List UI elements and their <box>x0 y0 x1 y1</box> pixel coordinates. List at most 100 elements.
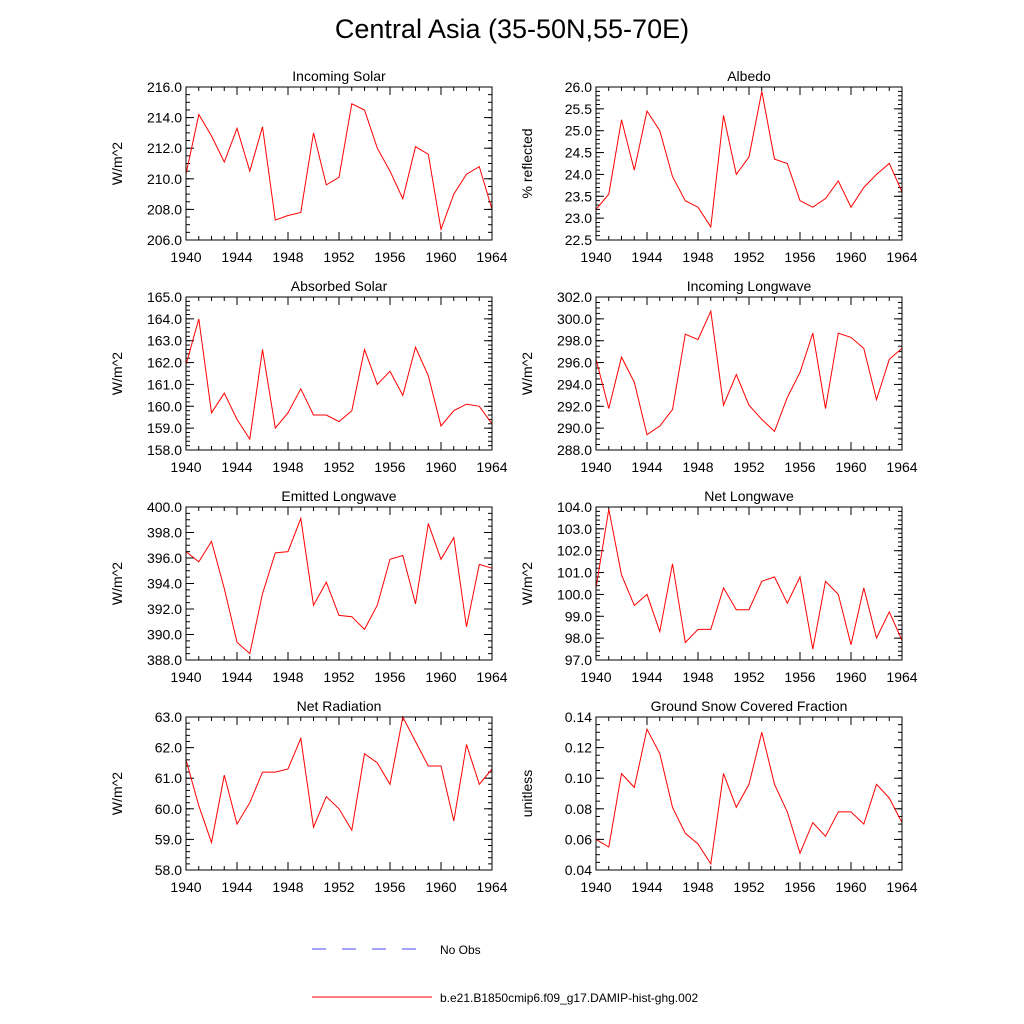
x-tick-label: 1964 <box>886 879 917 895</box>
plot-frame <box>595 296 903 451</box>
legend: No Obs b.e21.B1850cmip6.f09_g17.DAMIP-hi… <box>312 943 698 1005</box>
x-tick-label: 1956 <box>374 879 405 895</box>
y-axis-label: W/m^2 <box>109 142 125 185</box>
x-tick-label: 1956 <box>784 249 815 265</box>
y-tick-label: 0.12 <box>565 740 592 756</box>
panel-title: Incoming Longwave <box>687 278 812 294</box>
y-tick-label: 210.0 <box>147 171 182 187</box>
x-tick-label: 1952 <box>323 459 354 475</box>
y-tick-label: 26.0 <box>565 79 592 95</box>
y-tick-label: 390.0 <box>147 627 182 643</box>
panel-title: Emitted Longwave <box>281 488 396 504</box>
x-tick-label: 1940 <box>580 249 611 265</box>
y-tick-label: 104.0 <box>557 499 592 515</box>
panel-title: Net Radiation <box>297 698 382 714</box>
x-tick-label: 1948 <box>682 879 713 895</box>
x-tick-label: 1944 <box>221 249 252 265</box>
series-line <box>595 727 903 866</box>
y-tick-label: 101.0 <box>557 565 592 581</box>
plot-frame <box>595 716 903 871</box>
y-tick-label: 24.0 <box>565 166 592 182</box>
y-tick-label: 58.0 <box>155 862 182 878</box>
y-tick-label: 25.5 <box>565 101 592 117</box>
x-tick-label: 1952 <box>733 249 764 265</box>
x-tick-label: 1944 <box>631 459 662 475</box>
y-tick-label: 296.0 <box>557 355 592 371</box>
y-tick-label: 206.0 <box>147 232 182 248</box>
x-tick-label: 1952 <box>733 669 764 685</box>
y-axis-label: W/m^2 <box>109 772 125 815</box>
y-tick-label: 0.04 <box>565 862 592 878</box>
legend-model-label: b.e21.B1850cmip6.f09_g17.DAMIP-hist-ghg.… <box>440 991 698 1005</box>
y-axis-label: W/m^2 <box>519 562 535 605</box>
y-tick-label: 25.0 <box>565 123 592 139</box>
x-tick-label: 1940 <box>580 459 611 475</box>
legend-obs-label: No Obs <box>440 943 481 957</box>
plot-frame <box>185 296 493 451</box>
x-tick-label: 1944 <box>631 879 662 895</box>
chart-panel: Ground Snow Covered Fraction unitless 0.04… <box>519 698 918 895</box>
y-tick-label: 165.0 <box>147 289 182 305</box>
y-axis-label: W/m^2 <box>519 352 535 395</box>
x-tick-label: 1956 <box>374 669 405 685</box>
y-tick-label: 59.0 <box>155 831 182 847</box>
x-tick-label: 1940 <box>170 249 201 265</box>
x-tick-label: 1944 <box>221 669 252 685</box>
x-tick-label: 1960 <box>835 459 866 475</box>
y-tick-label: 159.0 <box>147 420 182 436</box>
x-tick-label: 1944 <box>221 459 252 475</box>
x-tick-label: 1944 <box>631 669 662 685</box>
y-tick-label: 0.08 <box>565 801 592 817</box>
plot-frame <box>185 716 493 871</box>
y-tick-label: 396.0 <box>147 550 182 566</box>
x-tick-label: 1956 <box>374 249 405 265</box>
x-tick-label: 1956 <box>784 879 815 895</box>
panel-title: Absorbed Solar <box>291 278 388 294</box>
chart-panel: Net Radiation W/m^2 58.0 59.0 60.0 61.0 62.0 63… <box>109 698 508 895</box>
y-tick-label: 400.0 <box>147 499 182 515</box>
x-tick-label: 1948 <box>682 669 713 685</box>
x-tick-label: 1952 <box>323 669 354 685</box>
x-tick-label: 1948 <box>682 459 713 475</box>
y-tick-label: 292.0 <box>557 398 592 414</box>
y-tick-label: 288.0 <box>557 442 592 458</box>
y-tick-label: 63.0 <box>155 709 182 725</box>
series-line <box>185 318 493 441</box>
x-tick-label: 1960 <box>425 459 456 475</box>
x-tick-label: 1952 <box>733 879 764 895</box>
x-tick-label: 1940 <box>580 879 611 895</box>
y-tick-label: 216.0 <box>147 79 182 95</box>
panel-title: Albedo <box>727 68 771 84</box>
x-tick-label: 1964 <box>476 459 507 475</box>
chart-panel: Albedo % reflected 22.5 23.0 23.5 24.0 24.5 25.… <box>519 68 918 265</box>
y-tick-label: 162.0 <box>147 355 182 371</box>
x-tick-label: 1964 <box>886 459 917 475</box>
x-tick-label: 1940 <box>170 459 201 475</box>
series-line <box>185 103 493 232</box>
y-tick-label: 388.0 <box>147 652 182 668</box>
chart-panel: Net Longwave W/m^2 97.0 98.0 99.0 100.0 101.0 1… <box>519 488 918 685</box>
x-tick-label: 1944 <box>631 249 662 265</box>
y-tick-label: 98.0 <box>565 630 592 646</box>
panel-title: Incoming Solar <box>292 68 386 84</box>
x-tick-label: 1960 <box>425 879 456 895</box>
y-tick-label: 163.0 <box>147 333 182 349</box>
chart-panel: Absorbed Solar W/m^2 158.0 159.0 160.0 161.0 1… <box>109 278 508 475</box>
series-line <box>595 509 903 650</box>
x-tick-label: 1948 <box>272 669 303 685</box>
y-tick-label: 24.5 <box>565 145 592 161</box>
panel-title: Net Longwave <box>704 488 794 504</box>
panel-title: Ground Snow Covered Fraction <box>651 698 848 714</box>
y-tick-label: 0.10 <box>565 770 592 786</box>
x-tick-label: 1952 <box>733 459 764 475</box>
y-tick-label: 0.06 <box>565 831 592 847</box>
x-tick-label: 1964 <box>476 879 507 895</box>
x-tick-label: 1948 <box>272 879 303 895</box>
y-tick-label: 97.0 <box>565 652 592 668</box>
x-tick-label: 1940 <box>170 879 201 895</box>
chart-panel: Incoming Longwave W/m^2 288.0 290.0 292.0 294… <box>519 278 918 475</box>
y-tick-label: 158.0 <box>147 442 182 458</box>
plot-frame <box>595 86 903 241</box>
y-tick-label: 298.0 <box>557 333 592 349</box>
